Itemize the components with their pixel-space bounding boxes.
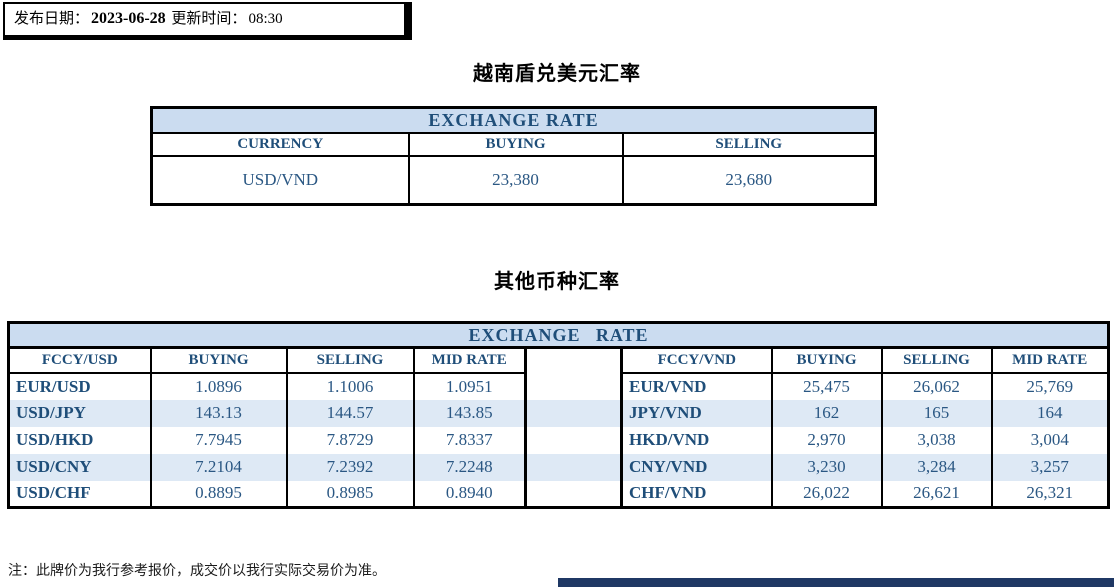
table-row: EUR/USD 1.0896 1.1006 1.0951 EUR/VND 25,… xyxy=(9,372,1109,400)
currency-pair-cell: USD/CNY xyxy=(8,453,151,481)
buying-rate-cell: 2,970 xyxy=(770,426,882,454)
buying-rate-cell: 25,475 xyxy=(770,372,882,400)
currency-pair-cell: USD/HKD xyxy=(16,430,94,449)
column-header-currency: CURRENCY xyxy=(150,132,409,157)
currency-pair-cell: EUR/VND xyxy=(620,372,772,400)
spacer-cell xyxy=(524,372,623,400)
selling-rate-cell: 3,038 xyxy=(880,426,992,454)
mid-rate-cell: 7.2248 xyxy=(412,453,526,481)
table-header-row: FCCY/USD BUYING SELLING MID RATE FCCY/VN… xyxy=(8,347,1109,374)
selling-rate-cell: 0.8985 xyxy=(285,480,414,508)
table-header-row: CURRENCY BUYING SELLING xyxy=(150,132,876,157)
table-row: USD/CHF 0.8895 0.8985 0.8940 CHF/VND 26,… xyxy=(9,480,1109,508)
buying-rate-cell: 7.7945 xyxy=(149,426,287,454)
table2-band-title: EXCHANGE RATE xyxy=(8,322,1109,349)
column-header-buying-left: BUYING xyxy=(149,347,287,374)
mid-rate-cell: 143.85 xyxy=(412,399,526,427)
table-row: USD/HKD 7.7945 7.8729 7.8337 HKD/VND 2,9… xyxy=(9,426,1109,454)
mid-rate-cell: 164 xyxy=(990,399,1109,427)
publish-info-box: 发布日期： 2023-06-28 更新时间： 08:30 xyxy=(3,2,412,40)
currency-pair-cell: EUR/USD xyxy=(16,376,91,396)
buying-rate-cell: 0.8895 xyxy=(149,480,287,508)
spacer-cell xyxy=(524,453,623,481)
selling-rate-cell: 7.8729 xyxy=(285,426,414,454)
column-header-selling-left: SELLING xyxy=(285,347,414,374)
other-currencies-rate-table: EXCHANGE RATE FCCY/USD BUYING SELLING MI… xyxy=(7,321,1110,509)
spacer-cell xyxy=(524,480,623,508)
buying-rate-cell: 162 xyxy=(770,399,882,427)
column-header-selling: SELLING xyxy=(621,132,876,157)
column-header-selling-right: SELLING xyxy=(880,347,992,374)
mid-rate-cell: 3,257 xyxy=(990,453,1109,481)
selling-rate-cell: 165 xyxy=(880,399,992,427)
update-time-value: 08:30 xyxy=(248,11,283,27)
currency-pair-cell: CHF/VND xyxy=(620,480,772,508)
selling-rate-cell: 144.57 xyxy=(285,399,414,427)
usd-vnd-rate-table: EXCHANGE RATE CURRENCY BUYING SELLING US… xyxy=(150,106,878,206)
buying-rate-cell: 23,380 xyxy=(407,155,623,205)
mid-rate-cell: 25,769 xyxy=(990,372,1109,400)
selling-rate-cell: 3,284 xyxy=(880,453,992,481)
spacer-cell xyxy=(524,399,623,427)
buying-rate-cell: 26,022 xyxy=(770,480,882,508)
currency-pair-cell: CNY/VND xyxy=(620,453,772,481)
publish-date-value: 2023-06-28 xyxy=(91,10,166,27)
currency-pair-cell: USD/CHF xyxy=(16,483,91,503)
section1-title: 越南盾兑美元汇率 xyxy=(473,63,641,85)
disclaimer-note: 注：此牌价为我行参考报价，成交价以我行实际交易价为准。 xyxy=(8,564,386,579)
column-header-buying: BUYING xyxy=(407,132,623,157)
mid-rate-cell: 7.8337 xyxy=(412,426,526,454)
mid-rate-cell: 3,004 xyxy=(990,426,1109,454)
selling-rate-cell: 1.1006 xyxy=(285,372,414,400)
table-row: USD/CNY 7.2104 7.2392 7.2248 CNY/VND 3,2… xyxy=(8,453,1109,481)
table-row: USD/JPY 143.13 144.57 143.85 JPY/VND 162… xyxy=(8,399,1109,427)
selling-rate-cell: 26,621 xyxy=(880,480,992,508)
currency-pair-cell: JPY/VND xyxy=(620,399,772,427)
buying-rate-cell: 7.2104 xyxy=(149,453,287,481)
table1-band-title: EXCHANGE RATE xyxy=(151,107,876,134)
mid-rate-cell: 26,321 xyxy=(990,480,1109,508)
buying-rate-cell: 1.0896 xyxy=(149,372,287,400)
table-row: USD/VND 23,380 23,680 xyxy=(150,155,876,205)
currency-pair-cell: USD/JPY xyxy=(8,399,151,427)
column-header-midrate-right: MID RATE xyxy=(990,347,1109,374)
selling-rate-cell: 26,062 xyxy=(880,372,992,400)
column-header-midrate-left: MID RATE xyxy=(412,347,526,374)
table-band-row: EXCHANGE RATE xyxy=(151,107,876,134)
currency-pair-cell: HKD/VND xyxy=(620,426,772,454)
bottom-divider-bar xyxy=(558,578,1114,587)
column-header-fccy-usd: FCCY/USD xyxy=(8,347,151,374)
section2-title: 其他币种汇率 xyxy=(494,271,620,293)
column-header-fccy-vnd: FCCY/VND xyxy=(620,347,772,374)
table-band-row: EXCHANGE RATE xyxy=(8,322,1109,349)
column-header-buying-right: BUYING xyxy=(770,347,882,374)
selling-rate-cell: 7.2392 xyxy=(285,453,414,481)
selling-rate-cell: 23,680 xyxy=(621,155,876,205)
mid-rate-cell: 0.8940 xyxy=(412,480,526,508)
mid-rate-cell: 1.0951 xyxy=(412,372,526,400)
buying-rate-cell: 143.13 xyxy=(149,399,287,427)
buying-rate-cell: 3,230 xyxy=(770,453,882,481)
currency-pair-cell: USD/VND xyxy=(150,155,409,205)
publish-date-label: 发布日期： xyxy=(14,11,90,27)
update-time-label: 更新时间： xyxy=(171,11,247,27)
spacer-cell xyxy=(524,426,623,454)
spacer-cell xyxy=(524,347,623,373)
